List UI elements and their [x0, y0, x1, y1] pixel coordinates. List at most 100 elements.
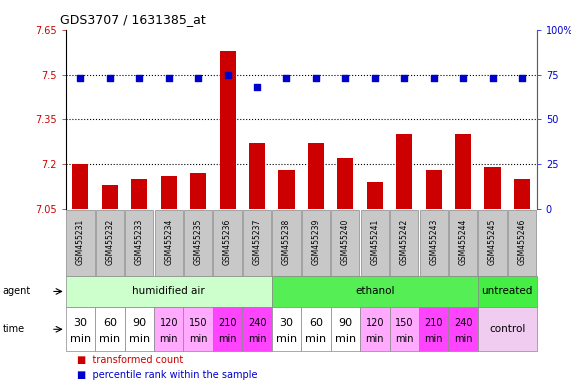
FancyBboxPatch shape — [448, 307, 478, 351]
Text: 240: 240 — [454, 318, 472, 328]
Point — [311, 75, 320, 81]
Point — [488, 75, 497, 81]
FancyBboxPatch shape — [419, 307, 448, 351]
Point — [282, 75, 291, 81]
FancyBboxPatch shape — [272, 307, 301, 351]
Bar — [367, 182, 383, 209]
Text: agent: agent — [3, 286, 31, 296]
Text: GSM455244: GSM455244 — [459, 219, 468, 265]
Text: GSM455240: GSM455240 — [341, 219, 350, 265]
FancyBboxPatch shape — [449, 210, 477, 276]
FancyBboxPatch shape — [66, 210, 95, 276]
Text: 210: 210 — [424, 318, 443, 328]
FancyBboxPatch shape — [66, 307, 95, 351]
FancyBboxPatch shape — [390, 210, 419, 276]
Text: ethanol: ethanol — [355, 286, 395, 296]
Text: 210: 210 — [218, 318, 237, 328]
Bar — [337, 158, 353, 209]
Text: 60: 60 — [309, 318, 323, 328]
Text: min: min — [159, 334, 178, 344]
Point — [135, 75, 144, 81]
Bar — [484, 167, 501, 209]
Text: GSM455246: GSM455246 — [517, 219, 526, 265]
FancyBboxPatch shape — [154, 307, 183, 351]
Text: min: min — [276, 334, 297, 344]
Text: GSM455238: GSM455238 — [282, 219, 291, 265]
Text: GSM455243: GSM455243 — [429, 219, 438, 265]
Bar — [160, 176, 177, 209]
Point — [341, 75, 350, 81]
Text: 240: 240 — [248, 318, 266, 328]
FancyBboxPatch shape — [301, 307, 331, 351]
Bar — [73, 164, 89, 209]
Text: ■  transformed count: ■ transformed count — [77, 356, 183, 366]
Bar — [279, 170, 295, 209]
Text: GDS3707 / 1631385_at: GDS3707 / 1631385_at — [60, 13, 206, 26]
Text: control: control — [489, 324, 525, 334]
FancyBboxPatch shape — [389, 307, 419, 351]
FancyBboxPatch shape — [95, 307, 124, 351]
FancyBboxPatch shape — [124, 307, 154, 351]
Text: humidified air: humidified air — [132, 286, 205, 296]
Text: time: time — [3, 324, 25, 334]
Bar — [308, 143, 324, 209]
Text: GSM455245: GSM455245 — [488, 219, 497, 265]
Text: GSM455239: GSM455239 — [311, 219, 320, 265]
Bar — [425, 170, 442, 209]
Point — [370, 75, 379, 81]
Point — [76, 75, 85, 81]
FancyBboxPatch shape — [66, 276, 272, 307]
FancyBboxPatch shape — [243, 210, 271, 276]
Text: 150: 150 — [395, 318, 413, 328]
FancyBboxPatch shape — [508, 210, 536, 276]
Text: GSM455236: GSM455236 — [223, 219, 232, 265]
Text: 120: 120 — [159, 318, 178, 328]
Bar — [190, 173, 206, 209]
FancyBboxPatch shape — [478, 276, 537, 307]
FancyBboxPatch shape — [302, 210, 330, 276]
Text: min: min — [395, 334, 413, 344]
FancyBboxPatch shape — [125, 210, 154, 276]
FancyBboxPatch shape — [272, 276, 478, 307]
Point — [517, 75, 526, 81]
Text: min: min — [424, 334, 443, 344]
Text: GSM455241: GSM455241 — [371, 219, 379, 265]
Point — [400, 75, 409, 81]
FancyBboxPatch shape — [478, 307, 537, 351]
Text: min: min — [70, 334, 91, 344]
Bar — [219, 51, 236, 209]
FancyBboxPatch shape — [420, 210, 448, 276]
FancyBboxPatch shape — [331, 307, 360, 351]
Bar — [131, 179, 147, 209]
Text: min: min — [305, 334, 327, 344]
Bar — [514, 179, 530, 209]
Text: min: min — [189, 334, 207, 344]
Text: GSM455237: GSM455237 — [252, 219, 262, 265]
Text: GSM455232: GSM455232 — [105, 219, 114, 265]
Text: GSM455234: GSM455234 — [164, 219, 173, 265]
Bar — [102, 185, 118, 209]
Text: ■  percentile rank within the sample: ■ percentile rank within the sample — [77, 370, 258, 380]
FancyBboxPatch shape — [184, 210, 212, 276]
Text: min: min — [248, 334, 266, 344]
FancyBboxPatch shape — [331, 210, 360, 276]
Text: GSM455242: GSM455242 — [400, 219, 409, 265]
Text: 90: 90 — [132, 318, 146, 328]
Text: GSM455231: GSM455231 — [76, 219, 85, 265]
Text: GSM455233: GSM455233 — [135, 219, 144, 265]
Text: 120: 120 — [365, 318, 384, 328]
FancyBboxPatch shape — [213, 307, 242, 351]
Text: min: min — [454, 334, 472, 344]
Bar — [455, 134, 471, 209]
Point — [223, 71, 232, 78]
Text: min: min — [99, 334, 120, 344]
Text: min: min — [218, 334, 237, 344]
Text: GSM455235: GSM455235 — [194, 219, 203, 265]
Text: 30: 30 — [279, 318, 293, 328]
FancyBboxPatch shape — [155, 210, 183, 276]
FancyBboxPatch shape — [361, 210, 389, 276]
Point — [164, 75, 173, 81]
Text: untreated: untreated — [481, 286, 533, 296]
FancyBboxPatch shape — [478, 210, 506, 276]
FancyBboxPatch shape — [360, 307, 389, 351]
